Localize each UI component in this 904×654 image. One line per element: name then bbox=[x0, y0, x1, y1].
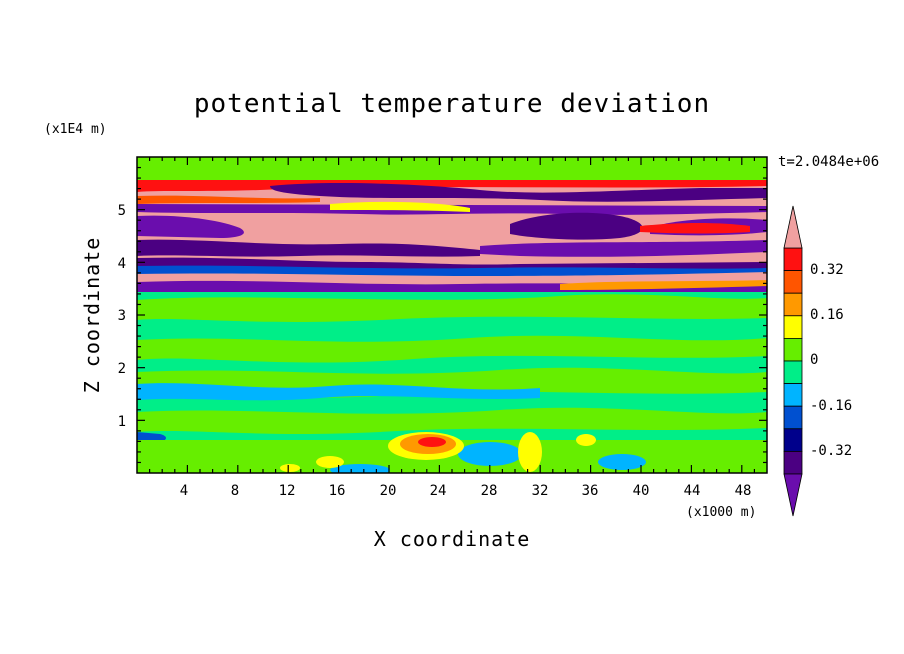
strat-red-top bbox=[137, 180, 767, 192]
colorbar-segment bbox=[783, 428, 803, 452]
field-band-green-4 bbox=[137, 407, 767, 434]
colorbar-segment bbox=[783, 247, 803, 272]
x-axis-title: X coordinate bbox=[374, 527, 531, 551]
field-band-green-2 bbox=[137, 335, 767, 363]
surface-cyan-3 bbox=[330, 464, 390, 473]
field-band-green-1 bbox=[137, 294, 767, 322]
y-axis-title: Z coordinate bbox=[80, 237, 104, 394]
colorbar-label: -0.16 bbox=[810, 398, 852, 414]
strat-blue-1 bbox=[137, 265, 767, 276]
surface-yellow-2 bbox=[518, 432, 542, 472]
x-tick-label: 12 bbox=[279, 483, 296, 499]
x-tick-label: 20 bbox=[380, 483, 397, 499]
x-tick-label: 8 bbox=[231, 483, 239, 499]
colorbar-segment bbox=[783, 292, 803, 317]
x-tick-label: 36 bbox=[582, 483, 599, 499]
field-band-cyan-2 bbox=[137, 432, 166, 442]
surface-yellow-4 bbox=[316, 456, 344, 468]
colorbar-label: 0 bbox=[810, 352, 818, 368]
x-tick-label: 40 bbox=[633, 483, 650, 499]
strat-orange-1 bbox=[560, 280, 767, 290]
axis-ticks bbox=[137, 157, 767, 473]
colorbar-segment bbox=[783, 405, 803, 430]
surface-cyan-2 bbox=[598, 454, 646, 470]
strat-red-2 bbox=[640, 223, 750, 234]
colorbar-segment bbox=[783, 450, 803, 475]
colorbar-top-arrow bbox=[783, 205, 803, 249]
colorbar-segment bbox=[783, 360, 803, 385]
x-tick-label: 44 bbox=[684, 483, 701, 499]
field-band-cyan-1 bbox=[137, 383, 540, 401]
colorbar-label: -0.32 bbox=[810, 443, 852, 459]
y-tick-label: 2 bbox=[118, 361, 126, 377]
y-tick-label: 3 bbox=[118, 308, 126, 324]
y-tick-label: 5 bbox=[118, 203, 126, 219]
x-tick-label: 4 bbox=[180, 483, 188, 499]
x-unit-label: (x1000 m) bbox=[686, 505, 756, 520]
x-tick-label: 48 bbox=[735, 483, 752, 499]
y-tick-label: 1 bbox=[118, 414, 126, 430]
chart-title: potential temperature deviation bbox=[194, 89, 710, 119]
surface-yellow-5 bbox=[280, 464, 300, 472]
strat-purple-1 bbox=[270, 183, 767, 202]
time-label: t=2.0484e+06 bbox=[778, 154, 879, 170]
colorbar bbox=[783, 205, 803, 517]
strat-purple-3 bbox=[137, 215, 244, 238]
colorbar-bottom-arrow bbox=[783, 473, 803, 517]
strat-purple-4 bbox=[510, 212, 643, 240]
x-tick-label: 24 bbox=[430, 483, 447, 499]
x-tick-label: 16 bbox=[329, 483, 346, 499]
y-tick-label: 4 bbox=[118, 256, 126, 272]
x-tick-label: 32 bbox=[532, 483, 549, 499]
strat-red-1 bbox=[137, 195, 320, 204]
colorbar-segment bbox=[783, 270, 803, 294]
strat-purple-7 bbox=[480, 240, 767, 257]
strat-purple-6 bbox=[137, 239, 480, 257]
surface-yellow-3 bbox=[576, 434, 596, 446]
strat-yellow-1 bbox=[330, 201, 470, 212]
surface-red-1 bbox=[418, 437, 446, 447]
colorbar-label: 0.32 bbox=[810, 262, 844, 278]
plot-area bbox=[137, 157, 767, 473]
surface-cyan-1 bbox=[458, 442, 522, 466]
colorbar-label: 0.16 bbox=[810, 307, 844, 323]
x-tick-label: 28 bbox=[481, 483, 498, 499]
colorbar-segment bbox=[783, 383, 803, 407]
y-unit-label: (x1E4 m) bbox=[44, 122, 107, 137]
colorbar-segment bbox=[783, 315, 803, 339]
colorbar-segment bbox=[783, 337, 803, 362]
